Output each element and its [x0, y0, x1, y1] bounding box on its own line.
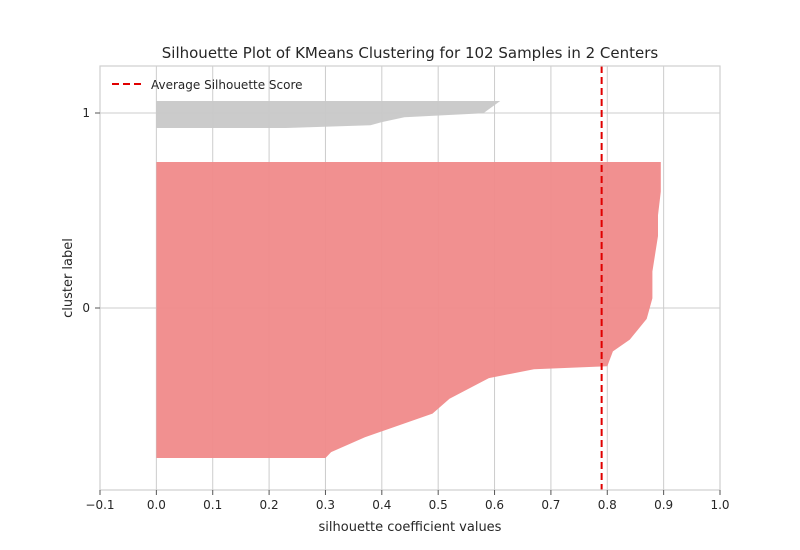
x-tick-label: −0.1 — [85, 498, 114, 512]
y-tick-label: 1 — [82, 106, 90, 120]
silhouette-cluster-1 — [156, 101, 501, 128]
silhouette-cluster-0 — [156, 162, 661, 458]
y-ticks: 01 — [82, 106, 100, 315]
legend-label: Average Silhouette Score — [151, 78, 303, 92]
x-tick-label: 0.4 — [372, 498, 391, 512]
x-tick-label: 0.8 — [598, 498, 617, 512]
x-axis-label: silhouette coefficient values — [319, 520, 502, 535]
x-tick-label: 0.9 — [654, 498, 673, 512]
x-tick-label: 0.6 — [485, 498, 504, 512]
x-ticks: −0.1 0.0 0.1 0.2 0.3 0.4 0.5 0.6 0.7 0.8 0.9 1.0 — [85, 490, 730, 512]
x-tick-label: 1.0 — [710, 498, 729, 512]
x-tick-label: 0.5 — [429, 498, 448, 512]
chart-title: Silhouette Plot of KMeans Clustering for… — [162, 44, 659, 62]
y-tick-label: 0 — [82, 301, 90, 315]
x-tick-label: 0.3 — [316, 498, 335, 512]
x-tick-label: 0.0 — [147, 498, 166, 512]
series-layer — [156, 101, 661, 458]
x-tick-label: 0.2 — [260, 498, 279, 512]
y-axis-label: cluster label — [61, 238, 76, 318]
legend: Average Silhouette Score — [112, 78, 303, 92]
plot-frame — [99, 65, 721, 491]
x-tick-label: 0.7 — [541, 498, 560, 512]
x-tick-label: 0.1 — [203, 498, 222, 512]
